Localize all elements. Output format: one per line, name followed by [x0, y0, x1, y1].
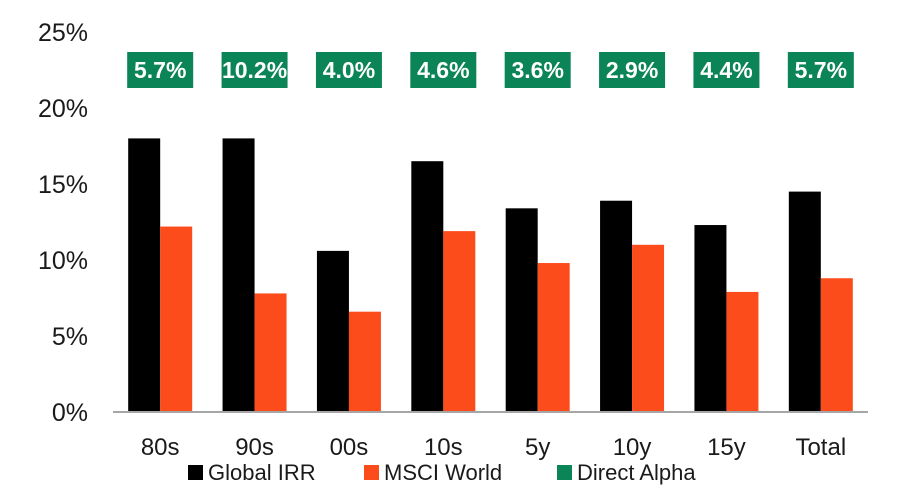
- bar-msci-world-80s: [160, 226, 193, 412]
- direct-alpha-label: 3.6%: [511, 57, 563, 83]
- x-tick-label: 10y: [613, 434, 652, 461]
- x-tick-label: 10s: [424, 434, 463, 461]
- bar-msci-world-90s: [254, 293, 287, 412]
- x-tick-label: 00s: [330, 434, 369, 461]
- x-tick-label: Total: [795, 434, 846, 461]
- direct-alpha-box: [599, 52, 666, 88]
- direct-alpha-label: 4.6%: [417, 57, 469, 83]
- bar-global-irr-10s: [411, 161, 444, 412]
- x-tick-label: 90s: [235, 434, 274, 461]
- bar-global-irr-00s: [316, 250, 349, 412]
- bar-global-irr-total: [788, 191, 821, 412]
- legend-label-direct-alpha: Direct Alpha: [577, 460, 696, 485]
- direct-alpha-label: 5.7%: [795, 57, 847, 83]
- legend-label-msci-world: MSCI World: [384, 460, 502, 485]
- direct-alpha-labels: 5.7% 10.2% 4.0% 4.6% 3.6% 2.9% 4.4% 5.7%: [127, 52, 854, 88]
- bar-global-irr-90s: [222, 138, 255, 412]
- bar-global-irr-5y: [505, 208, 538, 412]
- legend-swatch-global-irr: [188, 465, 203, 480]
- y-tick-label: 10%: [38, 247, 88, 275]
- bar-global-irr-10y: [600, 200, 633, 412]
- y-tick-label: 25%: [38, 19, 88, 47]
- bar-global-irr-15y: [694, 225, 727, 412]
- y-tick-label: 20%: [38, 95, 88, 123]
- legend: Global IRR MSCI World Direct Alpha: [188, 460, 696, 485]
- y-tick-label: 0%: [52, 399, 88, 427]
- direct-alpha-box: [787, 52, 854, 88]
- direct-alpha-label: 2.9%: [606, 57, 658, 83]
- x-axis: 80s 90s 00s 10s 5y 10y 15y Total: [141, 434, 846, 461]
- x-tick-label: 5y: [525, 434, 550, 461]
- bar-msci-world-10s: [443, 231, 476, 412]
- bars: [128, 138, 853, 412]
- direct-alpha-label: 10.2%: [222, 57, 287, 83]
- legend-swatch-msci-world: [364, 465, 379, 480]
- direct-alpha-box: [315, 52, 382, 88]
- direct-alpha-box: [504, 52, 571, 88]
- direct-alpha-box: [221, 52, 288, 88]
- legend-label-global-irr: Global IRR: [208, 460, 316, 485]
- x-tick-label: 80s: [141, 434, 180, 461]
- direct-alpha-box: [127, 52, 194, 88]
- direct-alpha-label: 4.4%: [700, 57, 752, 83]
- bar-msci-world-total: [820, 278, 853, 412]
- direct-alpha-box: [410, 52, 477, 88]
- bar-msci-world-00s: [348, 311, 381, 412]
- legend-swatch-direct-alpha: [557, 465, 572, 480]
- bar-global-irr-80s: [128, 138, 161, 412]
- bar-msci-world-5y: [537, 263, 570, 412]
- y-tick-label: 5%: [52, 323, 88, 351]
- direct-alpha-label: 5.7%: [134, 57, 186, 83]
- bar-msci-world-15y: [726, 291, 759, 412]
- direct-alpha-label: 4.0%: [323, 57, 375, 83]
- bar-msci-world-10y: [632, 244, 665, 412]
- x-tick-label: 15y: [707, 434, 746, 461]
- y-tick-label: 15%: [38, 171, 88, 199]
- y-axis: 0% 5% 10% 15% 20% 25%: [38, 19, 88, 427]
- direct-alpha-box: [693, 52, 760, 88]
